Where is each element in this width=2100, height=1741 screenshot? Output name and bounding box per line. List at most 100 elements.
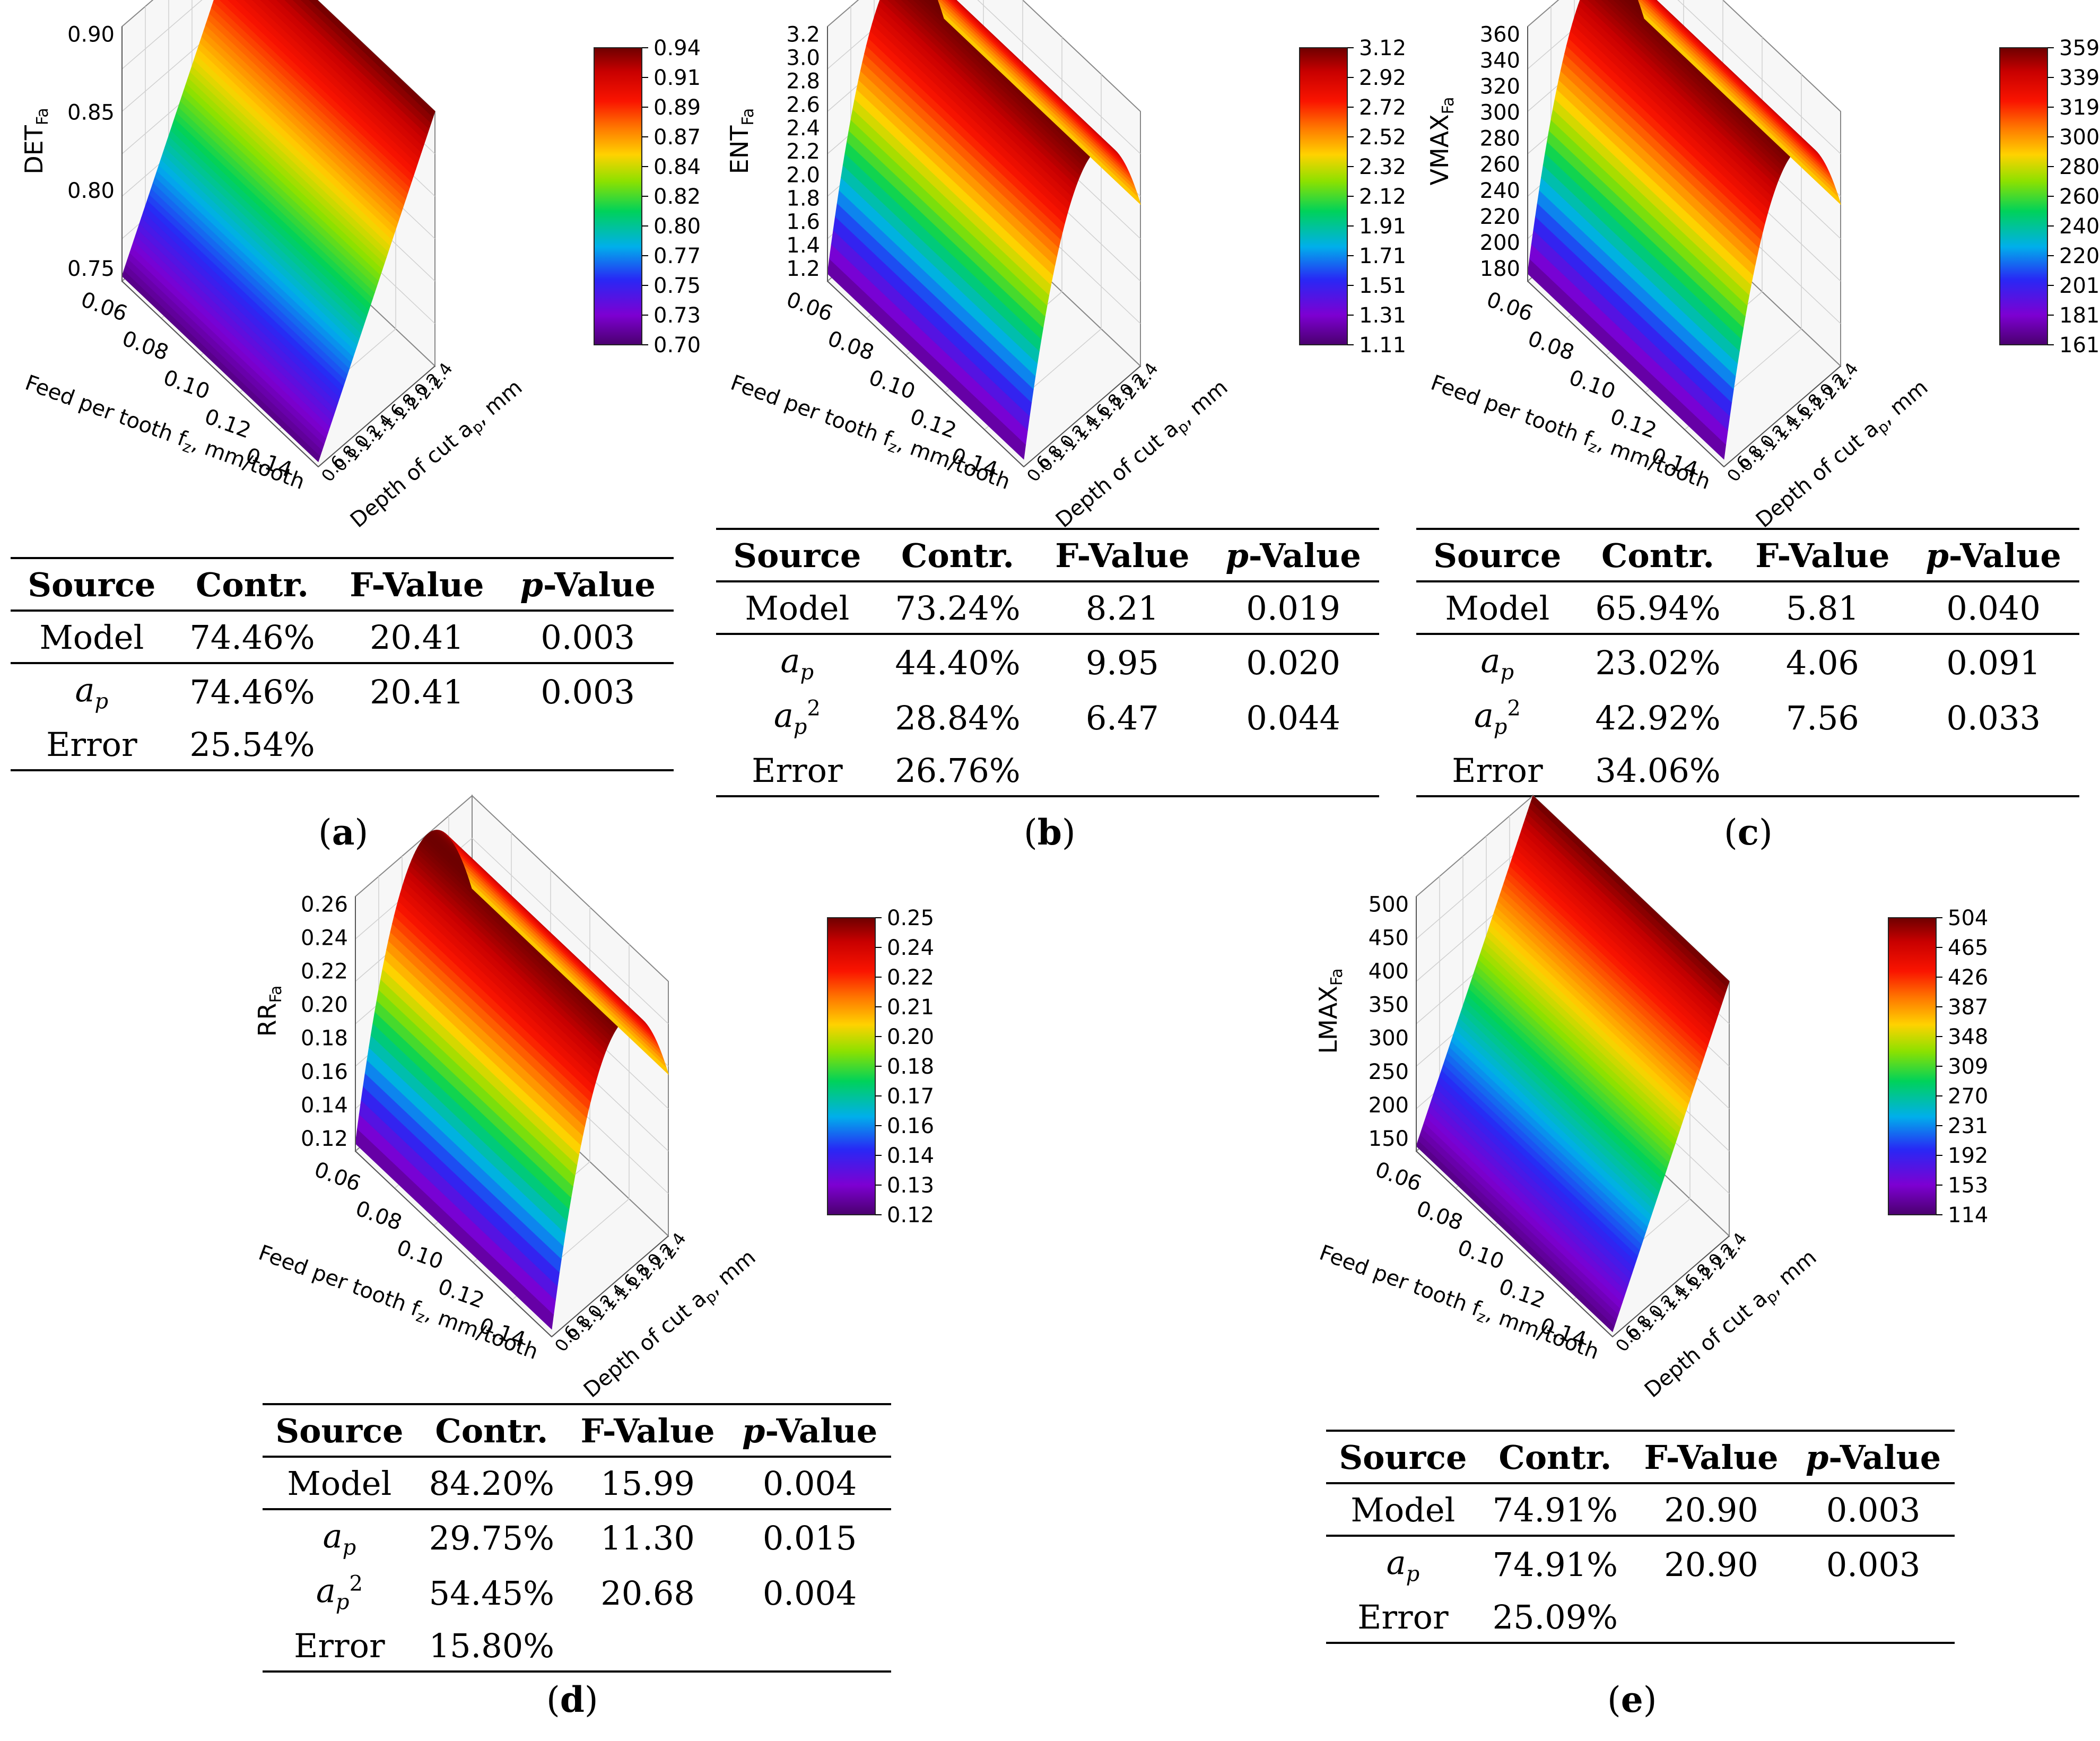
colorbar-tick-label: 153 xyxy=(1948,1173,1988,1198)
caption-e: (e) xyxy=(1607,1679,1657,1720)
table-row: ap 29.75% 11.30 0.015 xyxy=(263,1509,891,1565)
source-cell: Model xyxy=(1350,1491,1456,1529)
p-italic: p xyxy=(1925,536,1949,575)
colorbar-tick-label: 0.80 xyxy=(653,214,701,239)
table-header-cell: Source xyxy=(1433,536,1562,575)
colorbar-tick-label: 0.94 xyxy=(653,36,701,60)
contr-cell: 34.06% xyxy=(1595,751,1721,790)
table-row: Model 73.24% 8.21 0.019 xyxy=(716,581,1379,634)
colorbar-tick-label: 0.77 xyxy=(653,244,701,268)
contr-cell: 25.09% xyxy=(1492,1598,1618,1637)
contr-cell: 84.20% xyxy=(429,1464,555,1503)
source-cell: ap xyxy=(323,1517,356,1560)
colorbar-tick-label: 2.52 xyxy=(1359,125,1406,150)
source-cell: ap xyxy=(1386,1543,1420,1587)
colorbar-tick-label: 1.31 xyxy=(1359,303,1406,328)
source-cell: ap xyxy=(1480,641,1514,685)
colorbar-tick-label: 2.32 xyxy=(1359,155,1406,179)
z-tick-label: 1.8 xyxy=(786,187,820,211)
colorbar-tick-label: 1.71 xyxy=(1359,244,1406,268)
p-value-cell xyxy=(1207,745,1379,796)
colorbar-tick-label: 231 xyxy=(1948,1114,1988,1138)
z-tick-label: 320 xyxy=(1480,75,1520,99)
colorbar-tick-label: 0.21 xyxy=(887,995,934,1020)
y-axis-unit: , mm xyxy=(1175,375,1233,429)
p-italic: p xyxy=(1805,1438,1829,1477)
x-tick-label: 0.08 xyxy=(1524,326,1577,365)
f-value-cell: 11.30 xyxy=(600,1519,695,1558)
contr-cell: 42.92% xyxy=(1595,698,1721,737)
colorbar-tick-label: 220 xyxy=(2059,244,2099,268)
z-axis-subscript: Fa xyxy=(739,108,757,126)
x-tick-label: 0.06 xyxy=(77,288,130,327)
p-value-cell xyxy=(728,1620,891,1672)
z-tick-label: 2.4 xyxy=(786,116,820,141)
table-row: ap 74.46% 20.41 0.003 xyxy=(11,663,674,719)
surface-plot-d: 0.12 0.14 0.16 0.18 0.20 0.22 0.24 0.26 0.060.08… xyxy=(253,794,934,1403)
z-axis-title: LMAXFa xyxy=(1314,968,1346,1054)
f-value-cell: 9.95 xyxy=(1085,643,1159,683)
axis-y-line xyxy=(318,365,435,467)
z-tick-label: 500 xyxy=(1369,892,1409,917)
colorbar xyxy=(1299,47,1348,345)
axis-y-line xyxy=(1723,365,1841,467)
z-tick-label: 260 xyxy=(1480,153,1520,177)
z-axis-subscript: Fa xyxy=(33,108,52,125)
colorbar xyxy=(827,917,876,1215)
colorbar-tick-label: 3.12 xyxy=(1359,36,1406,60)
source-cell: ap xyxy=(75,671,109,714)
z-tick-label: 400 xyxy=(1369,960,1409,984)
contr-cell: 26.76% xyxy=(895,751,1021,790)
surface-strip xyxy=(1530,795,1730,988)
contr-cell: 25.54% xyxy=(189,725,315,764)
colorbar-tick-label: 359 xyxy=(2059,36,2099,60)
z-tick-label: 2.6 xyxy=(786,93,820,117)
z-tick-label: 0.26 xyxy=(301,892,348,917)
table-header-cell: F-Value xyxy=(1644,1438,1779,1477)
p-value-cell: 0.003 xyxy=(1826,1491,1921,1529)
colorbar-tick-label: 0.73 xyxy=(653,303,701,328)
contr-cell: 29.75% xyxy=(429,1519,555,1558)
p-value-cell: 0.019 xyxy=(1246,589,1340,628)
colorbar-tick-label: 280 xyxy=(2059,155,2099,179)
contr-cell: 15.80% xyxy=(429,1626,555,1665)
f-value-cell xyxy=(1737,745,1907,796)
table-row: ap 74.91% 20.90 0.003 xyxy=(1326,1536,1955,1591)
source-cell: ap2 xyxy=(1474,696,1521,739)
p-value-cell: 0.003 xyxy=(541,618,635,657)
f-value-cell: 6.47 xyxy=(1085,698,1159,737)
caption-a: (a) xyxy=(318,812,369,853)
colorbar-tick-label: 0.14 xyxy=(887,1144,934,1168)
p-value-cell: 0.044 xyxy=(1246,698,1340,737)
z-axis-title: ENTFa xyxy=(725,108,757,174)
source-cell: Model xyxy=(287,1464,392,1503)
table-row: ap2 28.84% 6.47 0.044 xyxy=(716,690,1379,744)
y-axis-unit: , mm xyxy=(1875,375,1933,429)
colorbar-tick-label: 0.22 xyxy=(887,965,934,990)
z-tick-label: 0.12 xyxy=(301,1127,348,1151)
colorbar-tick-label: 0.12 xyxy=(887,1203,934,1228)
colorbar-tick-label: 0.70 xyxy=(653,333,701,358)
surface-strip xyxy=(1642,11,1842,205)
p-value-cell xyxy=(1792,1591,1955,1643)
contr-cell: 23.02% xyxy=(1595,643,1721,683)
colorbar xyxy=(1888,917,1937,1215)
table-row: ap 23.02% 4.06 0.091 xyxy=(1416,634,2079,690)
x-tick-label: 0.08 xyxy=(352,1196,405,1235)
caption-d: (d) xyxy=(546,1679,598,1720)
z-tick-label: 200 xyxy=(1369,1093,1409,1118)
z-tick-label: 0.14 xyxy=(301,1093,348,1118)
axis-y-line xyxy=(1612,1235,1730,1337)
z-tick-label: 0.24 xyxy=(301,926,348,950)
z-tick-label: 1.2 xyxy=(786,257,820,281)
anova-table-b: Source Contr. F-Value p-Value Model 73.24% 8.2… xyxy=(716,528,1379,797)
colorbar-tick-label: 504 xyxy=(1948,906,1988,930)
source-cell: ap2 xyxy=(773,696,821,739)
surface-plot-e: 1502002503003504004505000.060.080.100.12… xyxy=(1314,794,1988,1403)
source-cell: Model xyxy=(39,618,144,657)
colorbar-tick-label: 309 xyxy=(1948,1055,1988,1079)
z-tick-label: 280 xyxy=(1480,127,1520,151)
z-tick-label: 3.0 xyxy=(786,46,820,71)
z-axis-subscript: Fa xyxy=(1439,97,1458,114)
table-row: Error 15.80% xyxy=(263,1620,891,1672)
